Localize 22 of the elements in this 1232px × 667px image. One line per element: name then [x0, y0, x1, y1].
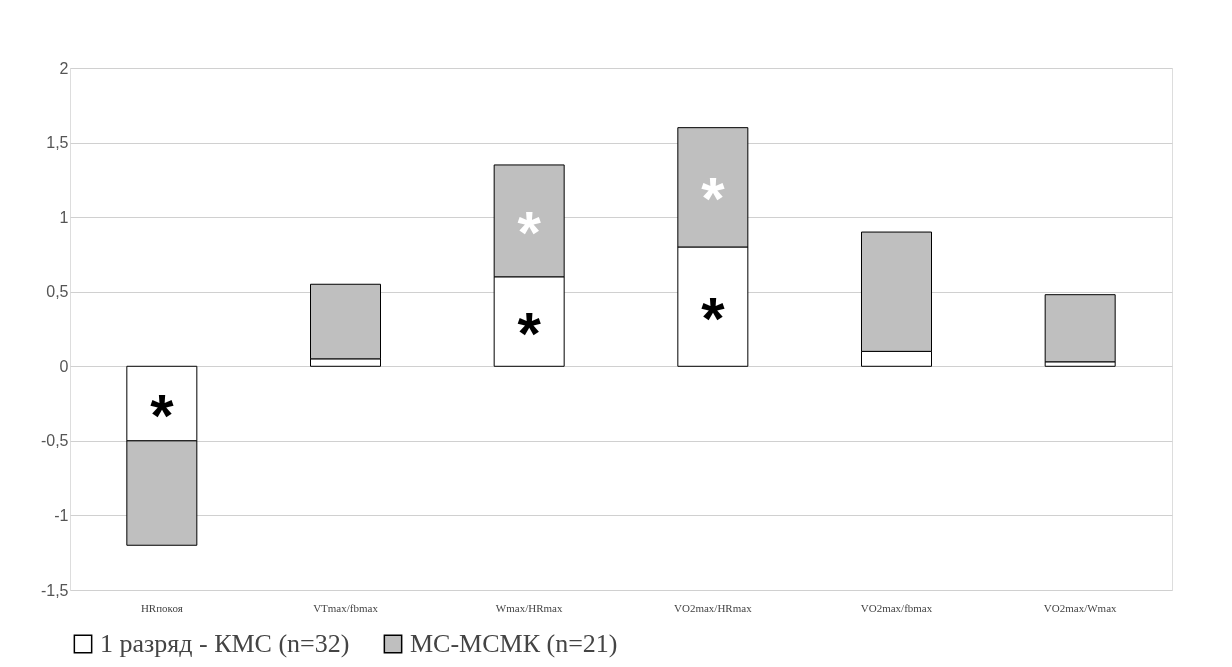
x-tick-label: HRпокоя [140, 601, 183, 614]
x-tick-label: VO2max/Wmax [1043, 601, 1118, 614]
annotation: * [150, 381, 175, 449]
y-tick-label: -1,5 [40, 581, 69, 599]
y-tick-label: -0,5 [40, 432, 69, 450]
x-tick-label: VTmax/fbmax [313, 601, 379, 614]
y-tick-label: -1 [54, 506, 69, 524]
x-tick-label: VO2max/fbmax [860, 601, 933, 614]
x-tick-label: VO2max/HRmax [674, 601, 753, 614]
legend-label: 1 разряд - КМС (n=32) [100, 629, 350, 658]
y-tick-label: 0 [59, 357, 69, 375]
annotation: * [517, 198, 542, 266]
y-tick-label: 1,5 [46, 134, 69, 152]
y-tick-label: 0,5 [46, 283, 69, 301]
annotation: * [701, 165, 726, 233]
annotation: * [701, 284, 726, 352]
annotation: * [517, 299, 542, 367]
y-tick-label: 2 [59, 59, 69, 77]
x-tick-label: Wmax/HRmax [495, 601, 563, 614]
legend-label: МС-МСМК (n=21) [410, 629, 618, 658]
y-tick-label: 1 [59, 208, 69, 226]
bar [1044, 294, 1116, 363]
